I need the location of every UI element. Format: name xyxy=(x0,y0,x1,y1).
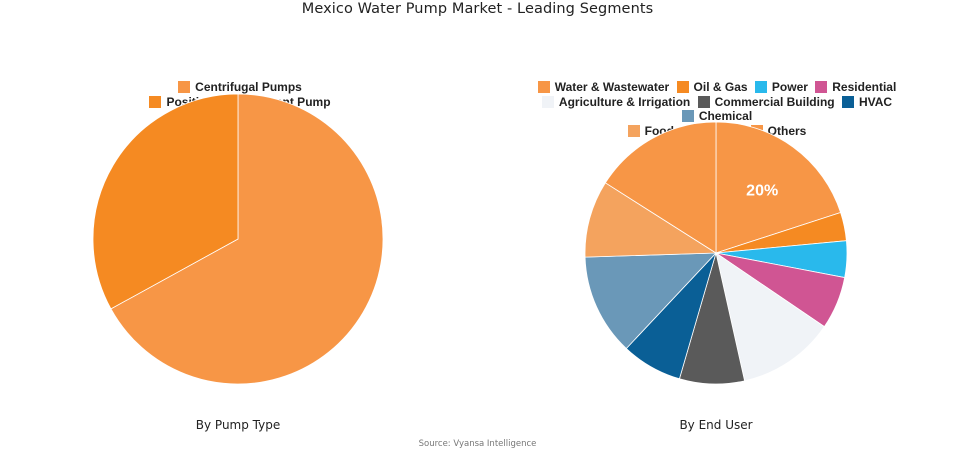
legend-swatch xyxy=(697,95,710,108)
legend-item[interactable]: Agriculture & Irrigation xyxy=(541,94,691,110)
legend-label: HVAC xyxy=(858,94,893,109)
pie-slice[interactable] xyxy=(715,252,825,382)
legend-label: Chemical xyxy=(698,109,753,123)
legend-label: Commercial Building xyxy=(714,94,835,109)
legend-swatch xyxy=(754,81,767,93)
pie-slice[interactable] xyxy=(715,122,842,254)
pie-chart-end-user: 20% xyxy=(585,122,847,384)
caption-end-user: By End User xyxy=(679,418,753,432)
pie-slice[interactable] xyxy=(604,122,717,254)
legend-label: Power xyxy=(771,80,808,94)
source-note: Source: Vyansa Intelligence xyxy=(418,439,537,449)
legend-label: Residential xyxy=(832,80,897,94)
chart-title: Mexico Water Pump Market - Leading Segme… xyxy=(301,1,654,17)
pie-slice[interactable] xyxy=(585,252,717,350)
legend-item[interactable]: Commercial Building xyxy=(697,94,835,110)
pie-chart-pump-type xyxy=(93,94,383,384)
slice-data-label: 20% xyxy=(746,182,778,199)
legend-label: Centrifugal Pumps xyxy=(195,80,302,94)
legend-label: Water & Wastewater xyxy=(554,80,670,94)
pie-slice[interactable] xyxy=(585,182,718,258)
legend-item[interactable]: HVAC xyxy=(841,94,893,110)
legend-swatch xyxy=(541,95,554,108)
pie-slice[interactable] xyxy=(93,94,239,310)
legend-item[interactable]: Water & Wastewater xyxy=(537,80,670,95)
legend-swatch xyxy=(815,81,828,93)
pie-slice[interactable] xyxy=(110,94,383,384)
legend-item[interactable]: Residential xyxy=(815,80,896,95)
legend-item[interactable]: Oil & Gas xyxy=(676,80,748,95)
legend-swatch xyxy=(676,81,689,93)
legend-label: Others xyxy=(767,123,807,138)
legend-swatch xyxy=(627,124,640,137)
legend-item[interactable]: Power xyxy=(754,80,808,95)
legend-swatch xyxy=(149,95,162,108)
legend-swatch xyxy=(841,95,854,108)
legend-swatch xyxy=(681,110,694,122)
legend-item[interactable]: Chemical xyxy=(681,109,753,124)
legend-item[interactable]: Centrifugal Pumps xyxy=(178,80,302,95)
legend-swatch xyxy=(178,81,191,93)
legend-label: Oil & Gas xyxy=(693,80,748,94)
caption-pump-type: By Pump Type xyxy=(195,418,281,432)
legend-label: Agriculture & Irrigation xyxy=(558,94,691,109)
legend-swatch xyxy=(537,81,550,93)
